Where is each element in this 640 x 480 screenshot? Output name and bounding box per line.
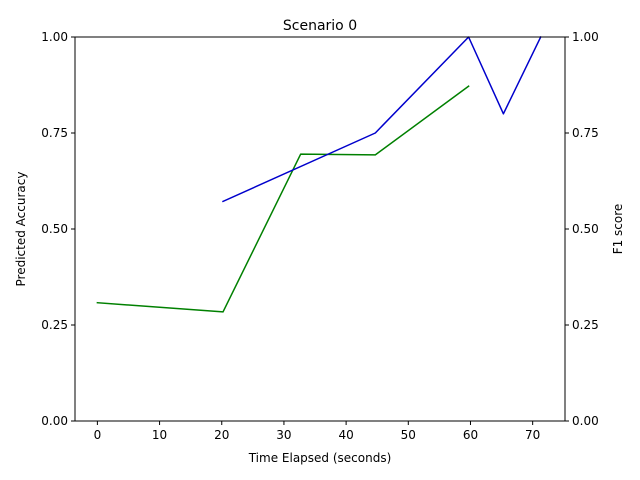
y-right-tick-label: 0.25 [572,318,599,332]
x-tick-label: 50 [401,428,416,442]
series-line-f1-score [222,35,542,203]
x-tick-label: 0 [94,428,102,442]
y-left-tick-label: 1.00 [41,30,68,44]
y-right-tick-label: 0.00 [572,414,599,428]
chart-title: Scenario 0 [283,18,357,34]
x-tick-label: 30 [276,428,291,442]
x-axis-label: Time Elapsed (seconds) [248,451,392,465]
y-left-tick-label: 0.25 [41,318,68,332]
plot-frame [74,36,566,422]
plot-lines [96,35,542,313]
y-left-tick-label: 0.00 [41,414,68,428]
y-axis-left-label: Predicted Accuracy [14,172,28,287]
y-axis-right-ticks: 0.00 0.25 0.50 0.75 1.00 [565,30,599,428]
x-tick-label: 70 [525,428,540,442]
x-axis-ticks: 0 10 20 30 40 50 60 70 [94,421,540,442]
y-left-tick-label: 0.50 [41,222,68,236]
x-tick-label: 20 [214,428,229,442]
y-axis-left-ticks: 0.00 0.25 0.50 0.75 1.00 [41,30,75,428]
series-line-predicted-accuracy [96,85,470,313]
x-tick-label: 10 [152,428,167,442]
y-left-tick-label: 0.75 [41,126,68,140]
x-tick-label: 60 [463,428,478,442]
y-right-tick-label: 1.00 [572,30,599,44]
y-right-tick-label: 0.75 [572,126,599,140]
x-tick-label: 40 [338,428,353,442]
y-right-tick-label: 0.50 [572,222,599,236]
y-axis-right-label: F1 score [611,204,625,255]
